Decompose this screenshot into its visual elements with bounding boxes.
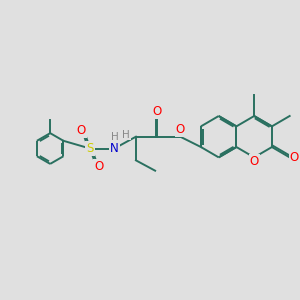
Text: H: H bbox=[111, 132, 119, 142]
Text: N: N bbox=[110, 142, 119, 155]
Text: O: O bbox=[76, 124, 86, 137]
Text: S: S bbox=[86, 142, 94, 155]
Text: H: H bbox=[122, 130, 130, 140]
Text: O: O bbox=[176, 123, 185, 136]
Text: O: O bbox=[290, 151, 299, 164]
Text: O: O bbox=[153, 105, 162, 118]
Text: O: O bbox=[94, 160, 104, 173]
Text: O: O bbox=[250, 155, 259, 168]
